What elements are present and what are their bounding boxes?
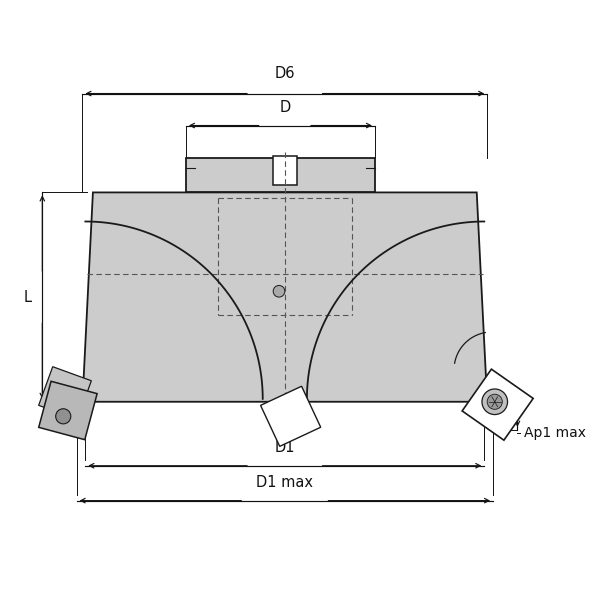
Polygon shape bbox=[186, 158, 375, 193]
Polygon shape bbox=[462, 369, 533, 440]
Polygon shape bbox=[82, 193, 487, 402]
Polygon shape bbox=[260, 386, 320, 446]
Circle shape bbox=[482, 389, 508, 415]
Circle shape bbox=[273, 286, 285, 297]
Text: D1 max: D1 max bbox=[256, 475, 313, 490]
Polygon shape bbox=[272, 157, 297, 185]
Polygon shape bbox=[38, 367, 91, 419]
Circle shape bbox=[487, 394, 502, 409]
Text: D1: D1 bbox=[275, 440, 295, 455]
Polygon shape bbox=[38, 381, 97, 440]
Text: D: D bbox=[279, 100, 290, 115]
Text: L: L bbox=[24, 290, 32, 305]
Text: D6: D6 bbox=[275, 66, 295, 81]
Text: Ap1 max: Ap1 max bbox=[524, 425, 586, 440]
Circle shape bbox=[56, 409, 71, 424]
